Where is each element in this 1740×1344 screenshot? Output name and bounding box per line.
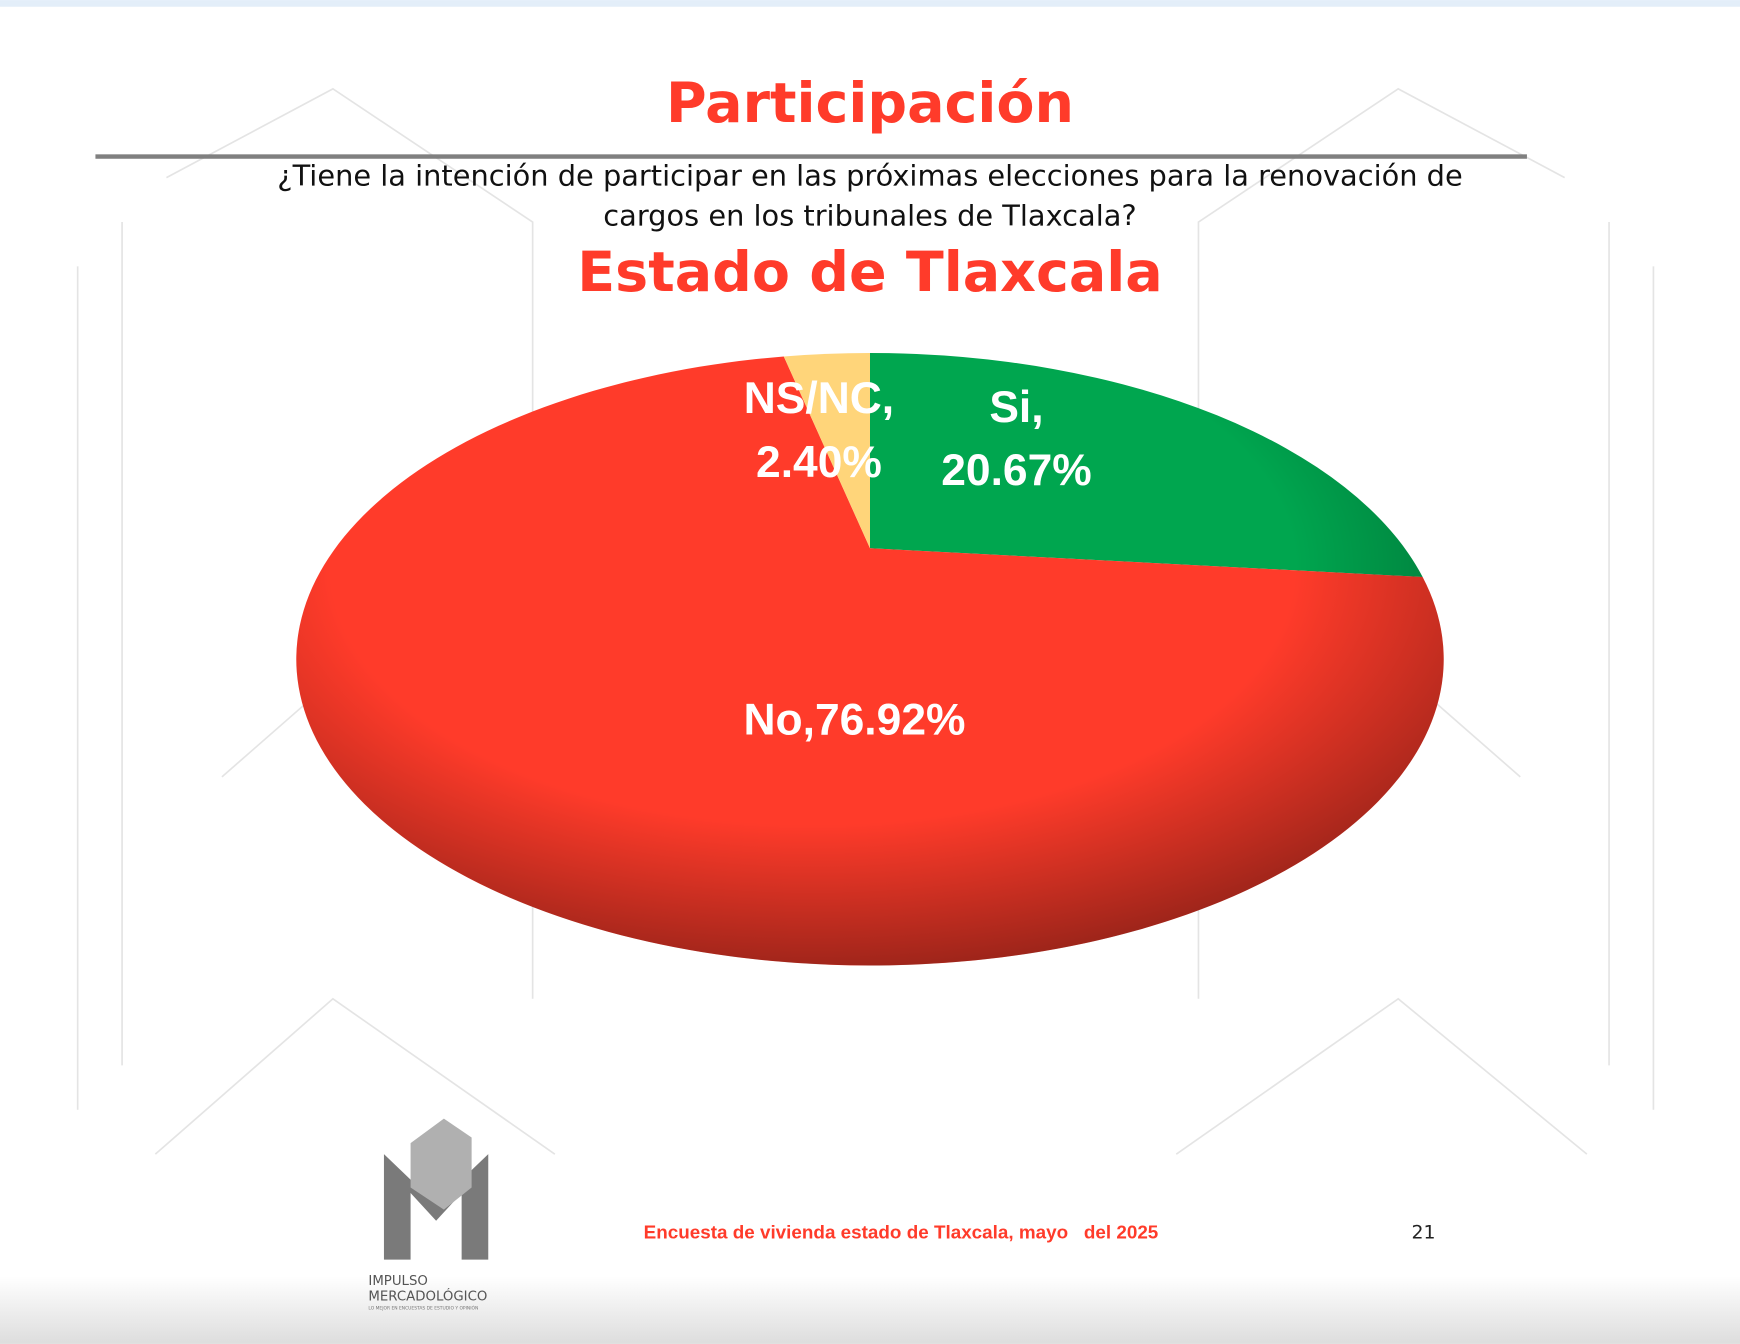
pie-shading [296,352,1444,966]
subtitle: ¿Tiene la intención de participar en las… [277,158,1462,192]
logo-text: IMPULSO [368,1274,427,1289]
label-category: Si [989,383,1031,432]
data-label: Si, [989,383,1043,432]
logo-tagline: LO MEJOR EN ENCUESTAS DE ESTUDIO Y OPINI… [368,1305,478,1312]
label-separator: , [803,696,815,745]
label-separator: , [882,374,894,423]
top-bar [0,0,1740,7]
label-separator: , [1031,383,1043,432]
bottom-fade [0,1276,1740,1344]
logo: IMPULSO MERCADOLÓGICO LO MEJOR EN ENCUES… [368,1118,489,1312]
subtitle: cargos en los tribunales de Tlaxcala? [603,198,1136,232]
footer-source: Encuesta de vivienda estado de Tlaxcala,… [644,1221,1159,1242]
title-rule [95,154,1527,159]
data-label: No,76.92% [743,696,965,745]
data-label: 2.40% [756,438,882,487]
data-label: 20.67% [941,446,1092,495]
logo-text: MERCADOLÓGICO [368,1287,487,1305]
label-value: 2.40% [756,438,882,487]
label-category: No [743,696,802,745]
page-number: 21 [1412,1221,1436,1243]
label-value: 76.92% [815,696,966,745]
data-label: NS/NC, [744,374,894,423]
label-category: NS/NC [744,374,882,423]
title: Participación [666,72,1074,136]
chart-title: Estado de Tlaxcala [577,241,1162,305]
pie: Si,20.67%No,76.92%NS/NC,2.40% [296,352,1444,966]
label-value: 20.67% [941,446,1092,495]
